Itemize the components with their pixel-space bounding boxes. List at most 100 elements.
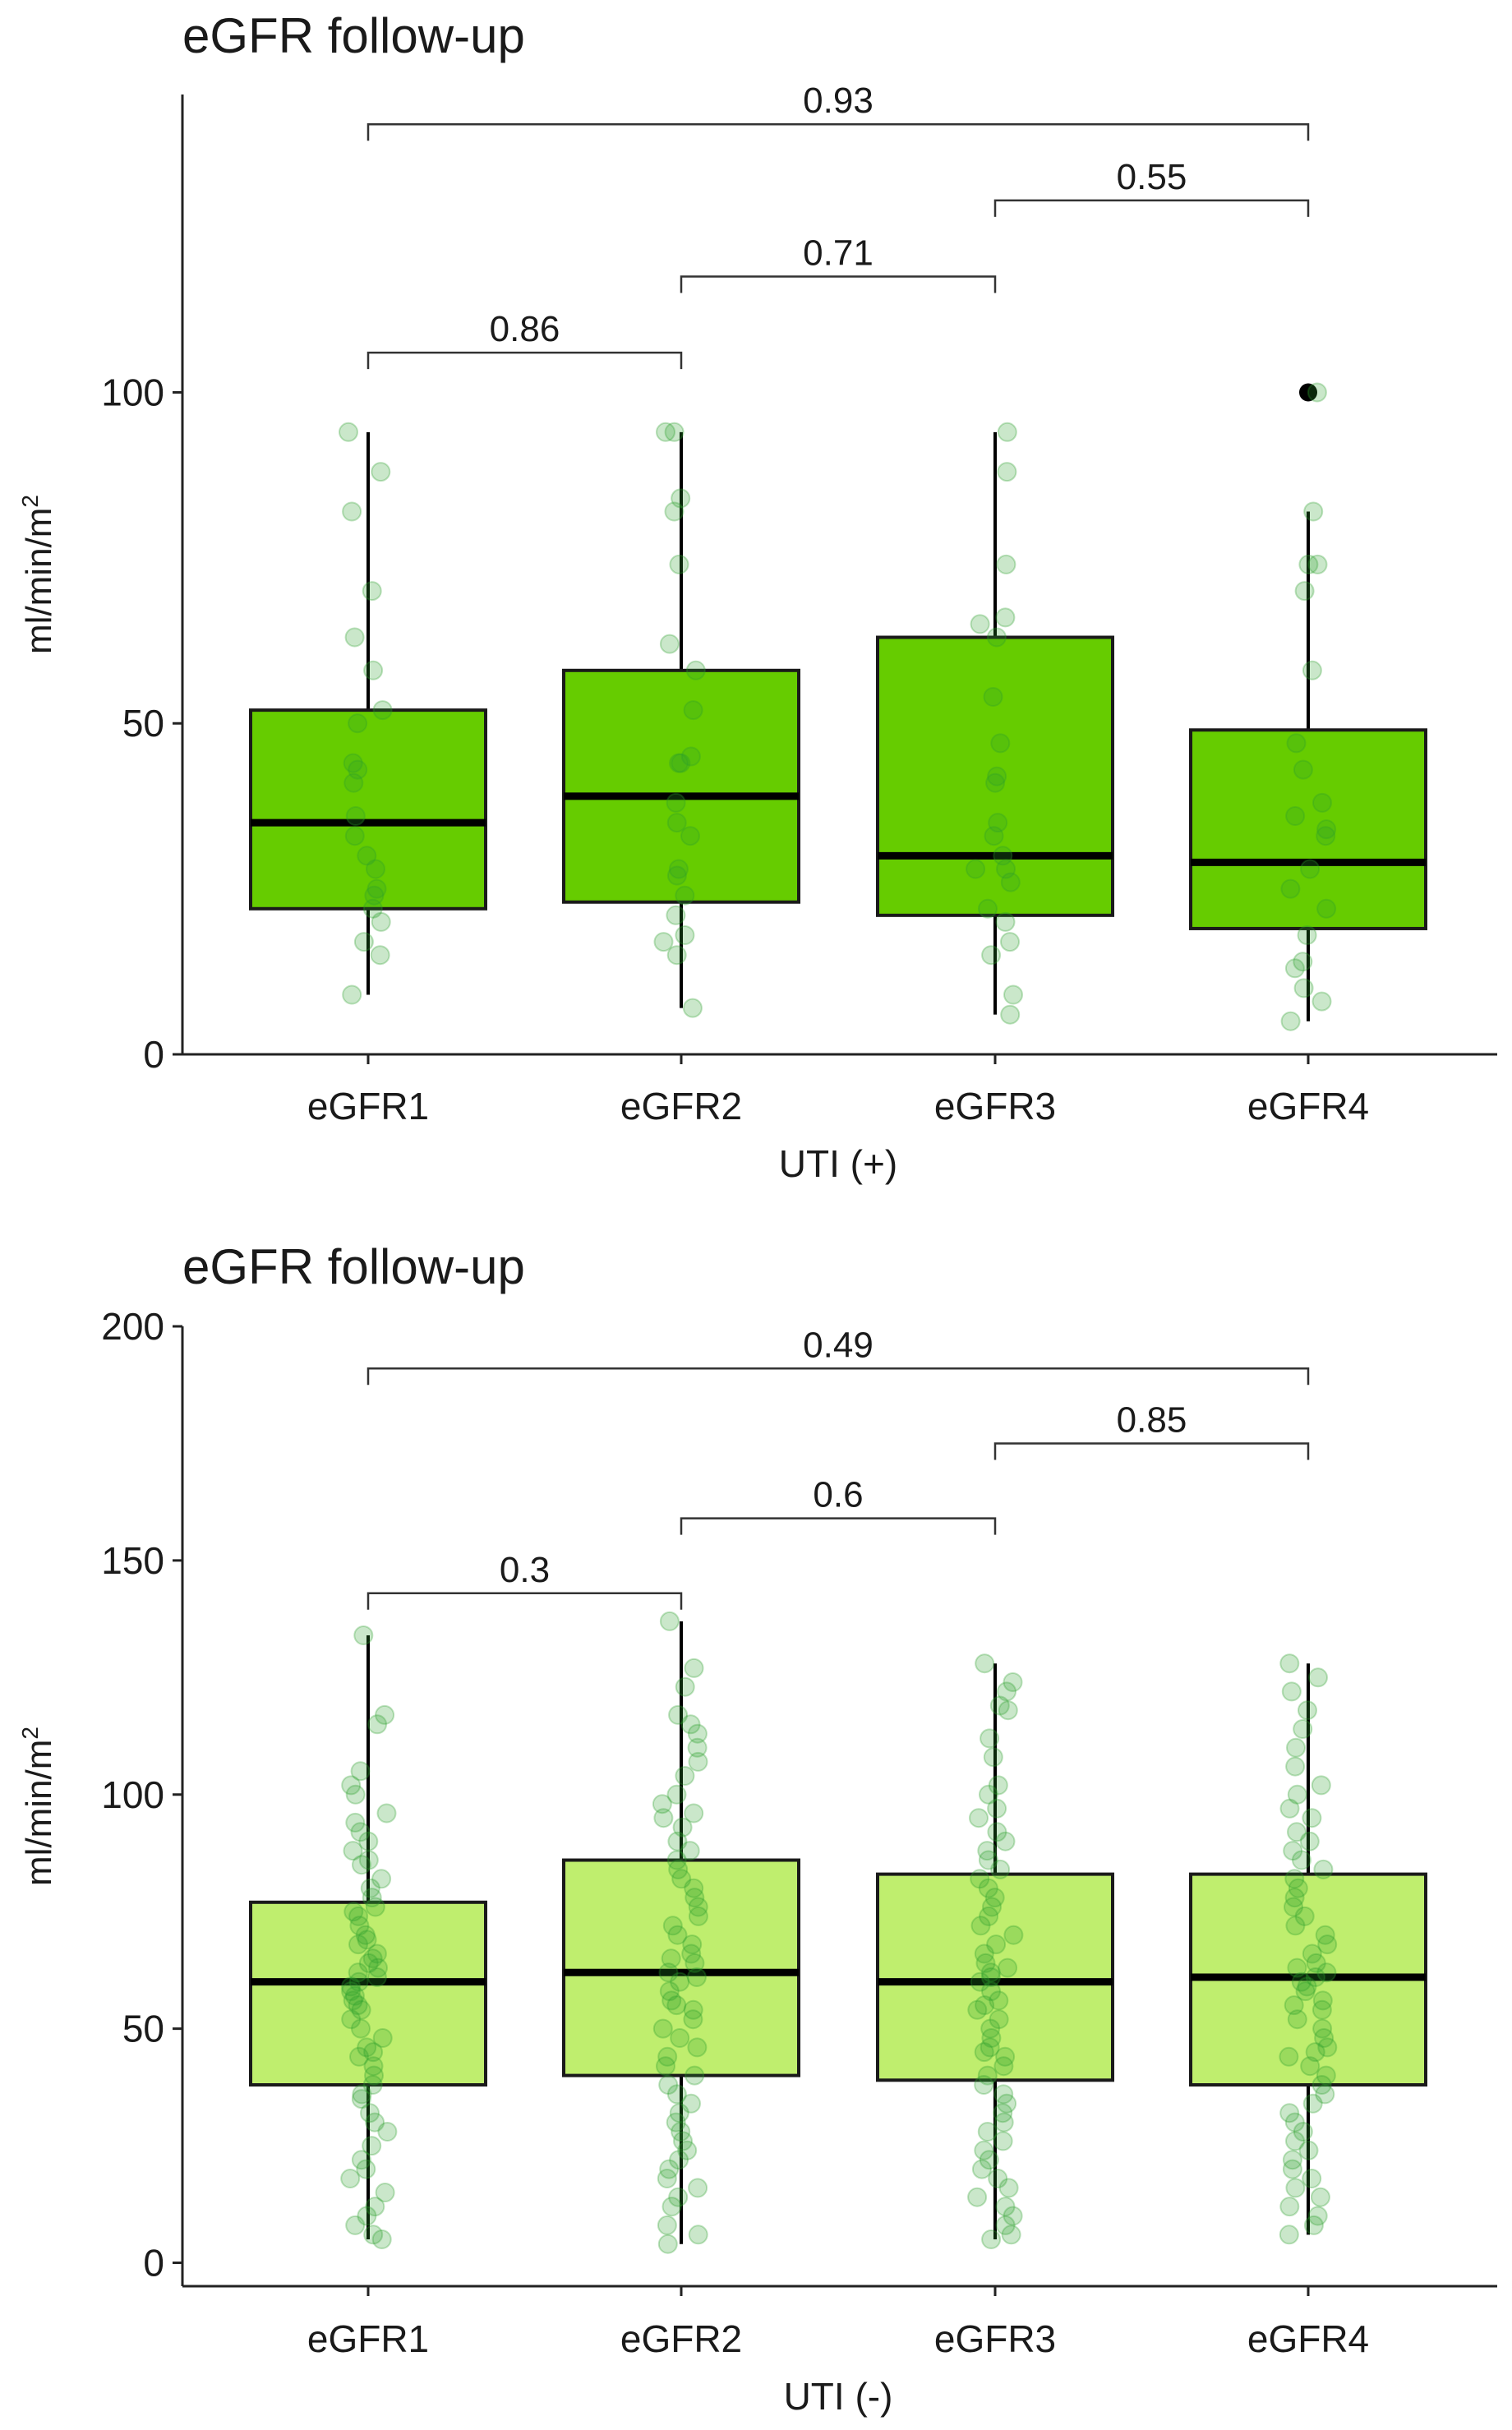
data-point [684,1803,704,1824]
data-point [1303,2215,1324,2235]
data-point [975,1995,995,2016]
y-tick-label: 0 [143,1033,164,1076]
data-point [1285,1756,1306,1777]
data-point [363,2042,384,2063]
data-point [671,2122,691,2142]
data-point [1284,2112,1305,2133]
data-point [343,753,363,773]
data-point [1280,878,1301,899]
comparison-eGFR1-eGFR2: 0.86 [366,309,683,370]
data-point [340,2169,361,2188]
data-point [356,2159,376,2179]
data-point [978,898,998,919]
p-value-label: 0.3 [500,1550,550,1590]
data-point [970,1916,991,1936]
data-point [1312,2018,1333,2039]
data-point [345,1812,366,1833]
data-point [669,554,689,574]
data-point [978,1878,998,1898]
data-point [341,1976,361,1997]
comparison-bracket [366,122,1310,141]
data-point [1279,2103,1300,2123]
data-point [983,1747,1003,1768]
data-point [1279,2197,1300,2217]
data-point [997,1681,1016,1702]
data-point [969,1808,989,1828]
data-point [352,1855,371,1875]
data-point [1308,1667,1328,1688]
box-iqr [562,668,800,904]
data-point [342,501,362,522]
comparison-bracket [680,275,997,293]
data-point [668,2187,689,2207]
data-point [659,1981,680,2002]
data-point [981,945,1002,966]
data-point [977,2065,998,2086]
comparison-eGFR1-eGFR2: 0.3 [366,1550,683,1610]
x-tick-label: eGFR3 [934,1085,1056,1127]
data-point [669,753,689,773]
data-point [364,2065,384,2086]
data-point [993,2084,1014,2105]
data-point [666,792,686,813]
data-point [675,1766,695,1786]
data-point [345,2215,366,2235]
data-point [998,1957,1018,1978]
x-tick-label: eGFR2 [620,2317,742,2360]
data-point [652,2018,673,2039]
data-point [673,2131,693,2151]
box-iqr [249,1900,487,2087]
y-axis-label-superscript: 2 [17,1727,43,1740]
data-point [667,1925,688,1945]
x-axis-label: UTI (+) [779,1142,897,1185]
data-point [683,1999,703,2020]
data-point [989,1990,1009,2011]
data-point [975,1953,996,1973]
data-point [670,2028,690,2048]
data-point [980,1728,1000,1749]
data-point [360,1878,380,1898]
data-point [1317,2037,1338,2058]
data-point [687,2037,708,2058]
chart-panel-2: eGFR follow-up 0 50 100 150 200 ml/min/m2 eGFR1… [17,1239,1497,2418]
data-point [990,733,1011,754]
box-iqr [562,1858,800,2077]
data-point [675,1676,695,1697]
data-point [677,2140,698,2160]
data-point [988,813,1008,833]
data-point [1300,2056,1321,2077]
data-point [362,898,383,919]
data-point [682,998,703,1018]
data-point [1302,2169,1322,2188]
comparison-eGFR3-eGFR4: 0.55 [993,157,1310,217]
data-point [995,2197,1016,2217]
data-point [970,1971,990,1992]
data-point [659,2159,680,2179]
x-tick-label: eGFR4 [1247,2317,1369,2360]
data-point [977,1841,998,1861]
data-point [353,1625,374,1645]
data-point [1285,806,1306,826]
data-point [351,2150,371,2170]
data-point [1287,1957,1307,1978]
data-point [987,1798,1007,1819]
x-tick-label: eGFR2 [620,1085,742,1127]
data-point [1307,2206,1328,2226]
data-point [1281,1681,1302,1702]
data-point [980,2037,1000,2058]
data-point [371,911,391,932]
data-point [1285,2131,1305,2151]
y-tick-label: 100 [101,371,164,413]
data-point [1282,2150,1302,2170]
data-point [982,1897,1002,1917]
data-point [351,2018,371,2039]
data-point [688,1751,708,1772]
data-point [671,1869,692,1889]
data-point [680,826,700,846]
data-point [351,1999,371,2020]
y-axis-label-superscript: 2 [17,495,43,508]
data-point [1316,898,1337,919]
data-point [668,1704,689,1725]
data-point [666,2084,687,2105]
